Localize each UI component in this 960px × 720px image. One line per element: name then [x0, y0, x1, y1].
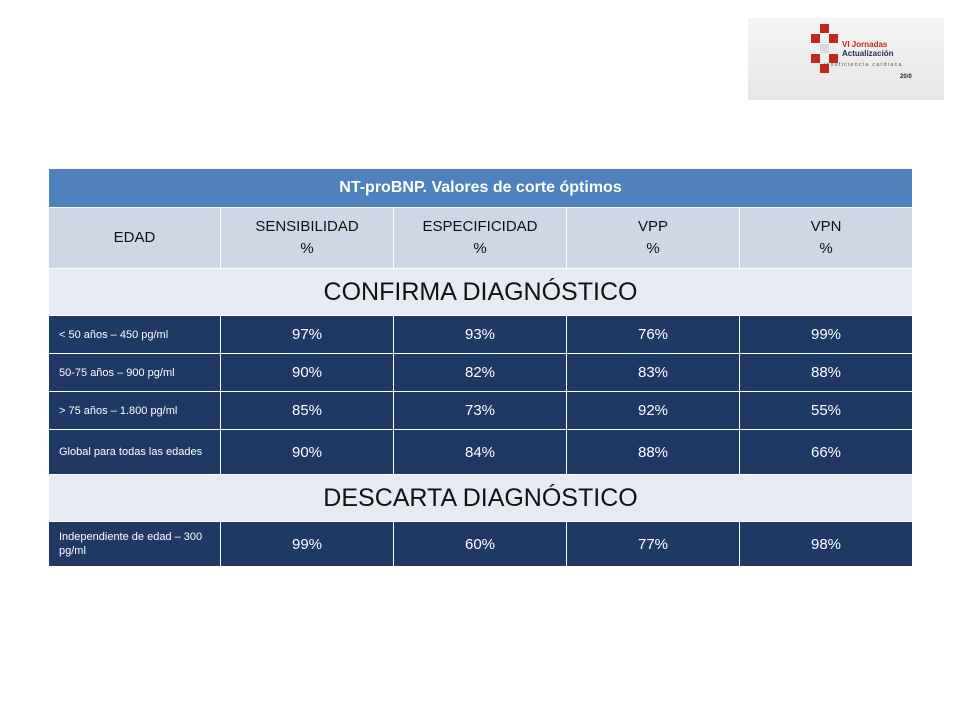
header-unit: %	[819, 240, 833, 257]
table-row: Global para todas las edades 90% 84% 88%…	[48, 429, 913, 475]
cell-especificidad: 82%	[393, 353, 567, 392]
cell-sensibilidad: 90%	[220, 429, 394, 475]
cell-vpn: 99%	[739, 315, 913, 354]
cell-sensibilidad: 90%	[220, 353, 394, 392]
section-confirm-row: CONFIRMA DIAGNÓSTICO	[48, 268, 913, 316]
header-label: SENSIBILIDAD	[255, 218, 359, 235]
row-label: > 75 años – 1.800 pg/ml	[48, 391, 221, 430]
logo-year-c: 0	[908, 74, 912, 80]
header-especificidad: ESPECIFICIDAD%	[393, 207, 567, 269]
logo-year-b: /	[906, 74, 909, 80]
logo-sub-post: cardiaca	[869, 62, 903, 68]
section-discard: DESCARTA DIAGNÓSTICO	[48, 474, 913, 522]
cell-vpp: 77%	[566, 521, 740, 567]
table-row: 50-75 años – 900 pg/ml 90% 82% 83% 88%	[48, 353, 913, 392]
header-vpp: VPP%	[566, 207, 740, 269]
cell-vpp: 92%	[566, 391, 740, 430]
cutoff-table: NT-proBNP. Valores de corte óptimos EDAD…	[48, 168, 913, 567]
section-discard-row: DESCARTA DIAGNÓSTICO	[48, 474, 913, 522]
logo-year-a: 20	[900, 74, 907, 80]
cell-especificidad: 60%	[393, 521, 567, 567]
header-unit: %	[473, 240, 487, 257]
header-label: ESPECIFICIDAD	[422, 218, 538, 235]
event-logo: VI Jornadas Actualización insuficiencia …	[748, 18, 944, 100]
logo-year: 20/0	[900, 74, 912, 80]
logo-title: VI Jornadas Actualización	[842, 40, 894, 58]
cell-vpn: 66%	[739, 429, 913, 475]
cell-vpn: 88%	[739, 353, 913, 392]
cell-sensibilidad: 99%	[220, 521, 394, 567]
header-label: VPN	[810, 218, 842, 235]
row-label: Global para todas las edades	[48, 429, 221, 475]
cell-vpp: 76%	[566, 315, 740, 354]
row-label: Independiente de edad – 300 pg/ml	[48, 521, 221, 567]
cell-vpn: 55%	[739, 391, 913, 430]
cell-vpn: 98%	[739, 521, 913, 567]
header-label: EDAD	[113, 229, 156, 246]
section-confirm: CONFIRMA DIAGNÓSTICO	[48, 268, 913, 316]
header-unit: %	[646, 240, 660, 257]
table-row: > 75 años – 1.800 pg/ml 85% 73% 92% 55%	[48, 391, 913, 430]
header-row: EDAD SENSIBILIDAD% ESPECIFICIDAD% VPP% V…	[48, 207, 913, 269]
header-sensibilidad: SENSIBILIDAD%	[220, 207, 394, 269]
logo-cross-icon	[811, 24, 838, 73]
table-title: NT-proBNP. Valores de corte óptimos	[48, 168, 913, 208]
table-row: Independiente de edad – 300 pg/ml 99% 60…	[48, 521, 913, 567]
logo-sub-hl: cia	[858, 62, 870, 68]
logo-line1: VI Jornadas	[842, 40, 888, 49]
header-unit: %	[300, 240, 314, 257]
cell-sensibilidad: 85%	[220, 391, 394, 430]
table-title-row: NT-proBNP. Valores de corte óptimos	[48, 168, 913, 208]
logo-line2: Actualización	[842, 49, 894, 58]
cell-especificidad: 84%	[393, 429, 567, 475]
header-edad: EDAD	[48, 207, 221, 269]
logo-subtitle: insuficiencia cardiaca	[824, 62, 903, 68]
cell-sensibilidad: 97%	[220, 315, 394, 354]
cell-vpp: 83%	[566, 353, 740, 392]
cell-vpp: 88%	[566, 429, 740, 475]
cell-especificidad: 73%	[393, 391, 567, 430]
cell-especificidad: 93%	[393, 315, 567, 354]
row-label: < 50 años – 450 pg/ml	[48, 315, 221, 354]
header-label: VPP	[637, 218, 668, 235]
logo-sub-pre: insuficien	[824, 62, 859, 68]
table-row: < 50 años – 450 pg/ml 97% 93% 76% 99%	[48, 315, 913, 354]
row-label: 50-75 años – 900 pg/ml	[48, 353, 221, 392]
header-vpn: VPN%	[739, 207, 913, 269]
